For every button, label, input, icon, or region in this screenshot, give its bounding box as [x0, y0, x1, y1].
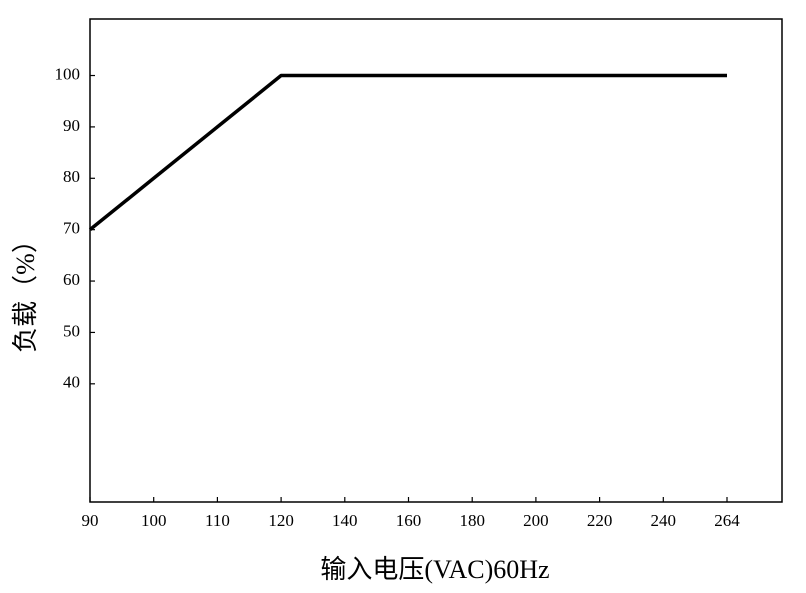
x-tick-label: 120 [268, 511, 294, 530]
y-tick-label: 50 [63, 321, 80, 340]
plot-frame [89, 18, 783, 503]
y-tick-label: 60 [63, 270, 80, 289]
x-tick-label: 220 [587, 511, 613, 530]
x-tick-label: 90 [82, 511, 99, 530]
x-tick-label: 140 [332, 511, 358, 530]
y-tick-label: 70 [63, 219, 80, 238]
y-tick-label: 100 [55, 64, 81, 83]
x-tick-label: 264 [714, 511, 740, 530]
y-tick-label: 80 [63, 167, 80, 186]
x-tick-label: 160 [396, 511, 422, 530]
x-tick-label: 100 [141, 511, 167, 530]
data-line [88, 73, 727, 232]
y-tick-label: 40 [63, 373, 80, 392]
y-axis-title: 负载（%） [11, 227, 40, 353]
x-tick-label: 200 [523, 511, 549, 530]
x-tick-label: 180 [459, 511, 485, 530]
y-tick-label: 90 [63, 116, 80, 135]
x-tick-label: 240 [651, 511, 677, 530]
x-axis-title: 输入电压(VAC)60Hz [320, 555, 549, 584]
x-tick-label: 110 [205, 511, 230, 530]
